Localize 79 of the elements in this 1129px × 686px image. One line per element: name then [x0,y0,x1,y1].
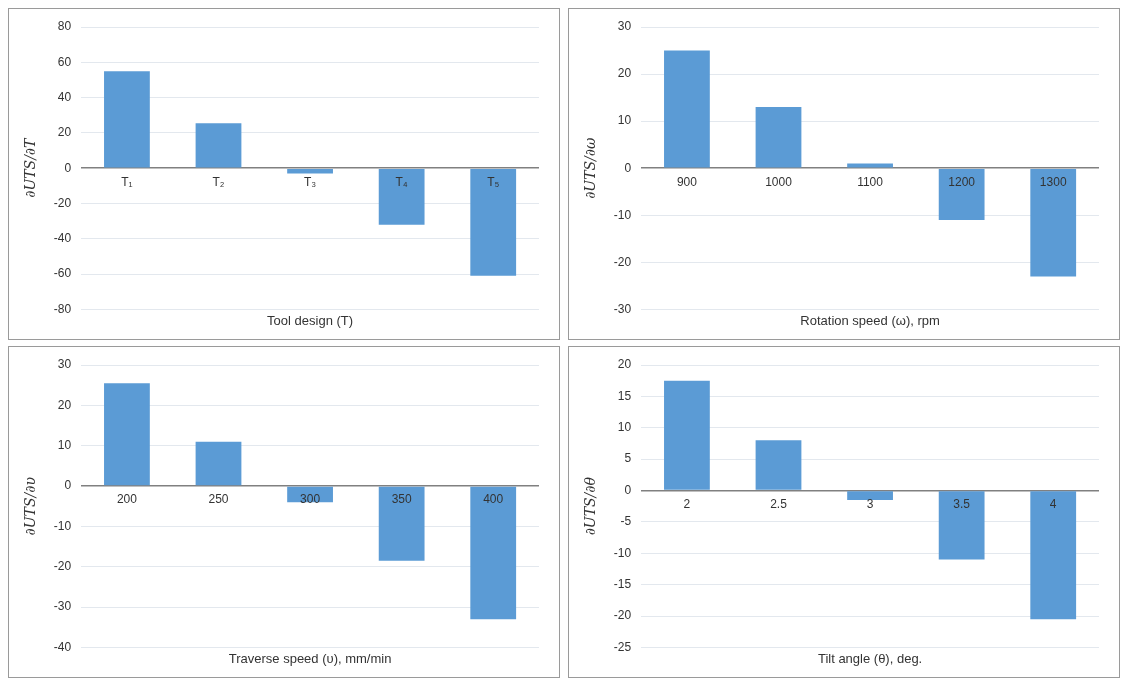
y-tick-label: -10 [53,518,72,533]
bar [378,168,425,225]
x-tick-label: 1300 [1039,174,1067,189]
bar [378,486,425,561]
y-tick-label: -30 [613,301,632,316]
x-tick-label: 900 [676,174,698,189]
y-tick-label: 0 [624,160,632,175]
y-tick-label: -30 [53,599,72,614]
y-tick-label: -80 [53,301,72,316]
bar [470,168,517,276]
x-tick-label: 400 [483,492,504,507]
y-tick-label: -10 [613,207,632,222]
y-tick-label: 0 [64,160,72,175]
bar [755,440,802,490]
y-axis-title: ∂UTS/∂T [22,136,39,198]
x-tick-label: 1000 [765,174,793,189]
x-tick-label: 350 [391,492,412,507]
x-tick-label: T₅ [487,174,500,189]
bar [1030,168,1077,277]
x-axis-title: Tilt angle (θ), deg. [817,650,923,666]
bar [195,123,242,168]
y-tick-label: 10 [617,113,632,128]
bar [104,383,150,486]
y-tick-label: -60 [53,266,72,281]
bar [664,50,710,168]
bar [1030,491,1077,620]
y-tick-label: -40 [53,639,72,654]
y-tick-label: 60 [57,54,72,69]
y-axis-title: ∂UTS/∂ω [582,136,599,199]
y-tick-label: 5 [624,451,632,466]
y-tick-label: 20 [617,66,632,81]
bar [938,168,985,220]
y-tick-label: -10 [613,545,632,560]
x-tick-label: 250 [208,492,229,507]
x-tick-label: 1100 [857,174,884,189]
y-tick-label: 10 [617,420,632,435]
y-tick-label: -20 [613,608,632,623]
x-tick-label: T₂ [212,174,225,189]
x-tick-label: 3.5 [953,496,971,511]
x-tick-label: T₃ [303,174,317,189]
bar [470,486,517,620]
x-tick-label: T₄ [395,174,408,189]
x-tick-label: 2 [683,496,691,511]
x-axis-title: Rotation speed (ω), rpm [800,312,940,328]
y-tick-label: 30 [617,19,632,34]
y-tick-label: -40 [53,231,72,246]
y-tick-label: 40 [57,89,72,104]
y-tick-label: 20 [57,125,72,140]
y-tick-label: 15 [617,388,632,403]
y-tick-label: -25 [613,639,632,654]
y-axis-title: ∂UTS/∂υ [22,476,39,536]
y-tick-label: 20 [617,357,632,372]
x-axis-title: Tool design (T) [267,312,354,328]
bar [755,107,802,168]
bar [104,71,150,168]
x-tick-label: 1200 [948,174,976,189]
y-tick-label: 10 [57,438,72,452]
bar [847,491,893,500]
y-tick-label: 0 [624,482,632,497]
bar [664,380,710,490]
x-tick-label: 3 [866,496,874,511]
x-tick-label: 4 [1049,496,1057,511]
y-tick-label: 20 [57,397,72,412]
x-tick-label: 2.5 [770,496,788,511]
bar [847,163,893,168]
bar [938,491,985,560]
y-tick-label: 0 [64,478,72,493]
x-tick-label: 200 [116,492,138,507]
x-tick-label: T₁ [121,174,133,189]
bar [195,441,242,486]
x-axis-title: Traverse speed (υ), mm/min [228,650,392,666]
y-tick-label: 80 [57,19,72,34]
y-tick-label: -20 [53,195,72,210]
y-tick-label: -15 [613,576,632,591]
y-tick-label: -5 [620,514,632,529]
y-tick-label: -20 [613,254,632,269]
y-axis-title: ∂UTS/∂θ [582,476,599,536]
y-tick-label: -20 [53,559,72,574]
y-tick-label: 30 [57,357,72,372]
